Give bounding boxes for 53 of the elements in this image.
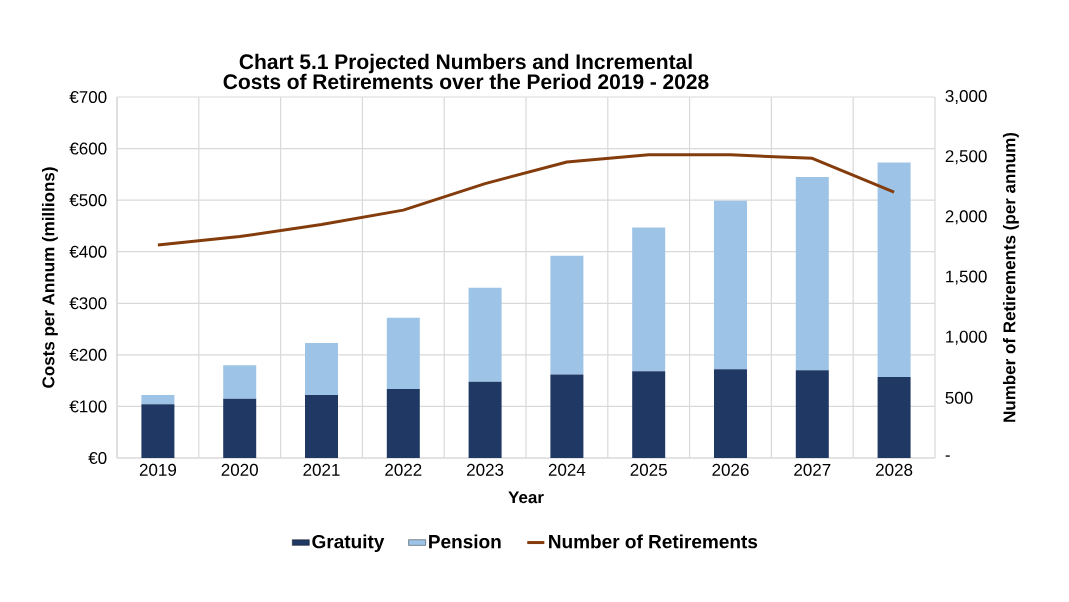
x-tick-label: 2020 [221, 463, 258, 476]
y2-tick-label: 1,000 [946, 330, 987, 345]
y-tick-label: €500 [69, 194, 107, 207]
bar [632, 371, 666, 458]
y-axis-title: Costs per Annum (millions) [41, 167, 58, 388]
legend-label: Number of Retirements [549, 534, 758, 549]
x-tick-label: 2023 [467, 463, 504, 476]
bar [877, 162, 911, 378]
x-tick-label: 2019 [139, 463, 177, 476]
y-tick-label: €0 [88, 451, 107, 465]
x-tick-label: 2021 [303, 463, 340, 476]
bar [795, 176, 829, 371]
bar [305, 395, 338, 458]
line-series [156, 153, 896, 247]
y2-tick-label: 2,000 [945, 210, 987, 225]
bar [223, 365, 257, 399]
x-tick-label: 2025 [630, 463, 667, 476]
y2-tick-label: 1,500 [946, 270, 987, 285]
bar [795, 370, 829, 458]
bar [632, 227, 666, 372]
y2-tick-label: 2,500 [945, 150, 987, 165]
y2-tick-label: 500 [945, 391, 973, 404]
bar [877, 377, 911, 458]
bar [223, 398, 257, 458]
y2-axis-title: Number of Retirements (per annum) [1002, 132, 1019, 422]
bar [386, 317, 420, 389]
x-tick-label: 2024 [548, 463, 586, 476]
y-tick-label: €600 [69, 142, 107, 155]
y-tick-label: €700 [69, 90, 107, 104]
bar [141, 395, 175, 405]
x-axis-title: Year [508, 491, 544, 504]
legend-label: Gratuity [312, 534, 385, 553]
x-tick-label: 2026 [712, 463, 749, 476]
y-tick-label: €300 [69, 297, 107, 310]
x-tick-label: 2022 [385, 463, 422, 476]
bar [714, 200, 747, 370]
bar [550, 255, 584, 375]
y2-tick-label: 3,000 [945, 89, 987, 105]
y-tick-label: €200 [69, 348, 107, 361]
legend-label: Pension [429, 534, 501, 549]
x-tick-label: 2027 [794, 463, 831, 476]
bar [386, 388, 420, 458]
bar [468, 287, 502, 382]
y-tick-label: €100 [69, 400, 107, 413]
y2-tick-label: - [945, 455, 950, 457]
x-tick-label: 2028 [876, 463, 913, 476]
chart-title: Chart 5.1 Projected Numbers and Incremental Costs of Retirements over the Period 2019 - 2028 [223, 53, 709, 90]
bar [305, 342, 338, 396]
bar [550, 374, 584, 458]
bar [141, 404, 175, 458]
bar [468, 381, 502, 458]
y-tick-label: €400 [69, 245, 107, 258]
bar [714, 369, 747, 458]
